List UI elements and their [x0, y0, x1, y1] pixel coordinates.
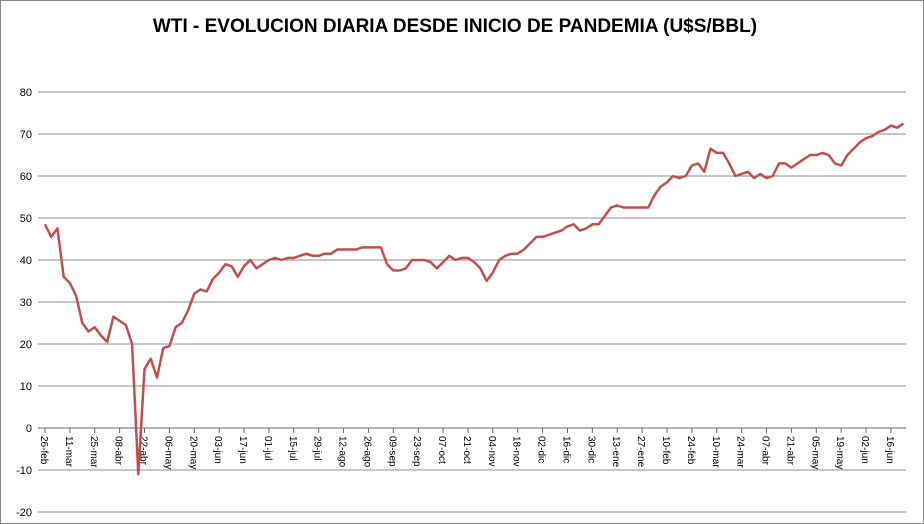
- y-tick-label: -20: [16, 507, 32, 519]
- x-tick-label: 27-ene: [635, 436, 646, 468]
- x-tick-label: 10-mar: [710, 436, 721, 468]
- y-tick-label: 80: [20, 87, 32, 99]
- x-tick-label: 17-jun: [237, 436, 248, 464]
- y-tick-label: 40: [20, 255, 32, 267]
- x-tick-label: 24-mar: [735, 436, 746, 468]
- y-tick-label: -10: [16, 465, 32, 477]
- x-tick-label: 25-mar: [88, 436, 99, 468]
- x-tick-label: 07-oct: [436, 436, 447, 464]
- x-tick-label: 18-nov: [511, 436, 522, 467]
- x-tick-label: 26-feb: [38, 436, 49, 465]
- x-tick-label: 30-dic: [585, 436, 596, 463]
- y-tick-label: 10: [20, 381, 32, 393]
- x-tick-label: 02-dic: [536, 436, 547, 463]
- x-tick-label: 03-jun: [212, 436, 223, 464]
- x-tick-label: 08-abr: [113, 436, 124, 466]
- x-tick-label: 20-may: [187, 436, 198, 469]
- x-tick-label: 11-mar: [63, 436, 74, 468]
- x-tick-label: 05-may: [809, 436, 820, 469]
- x-tick-label: 02-jun: [859, 436, 870, 464]
- x-tick-label: 29-jul: [312, 436, 323, 460]
- chart-title: WTI - EVOLUCION DIARIA DESDE INICIO DE P…: [153, 16, 757, 37]
- x-tick-label: 12-ago: [337, 436, 348, 468]
- x-tick-label: 15-jul: [287, 436, 298, 460]
- y-tick-label: 50: [20, 213, 32, 225]
- x-tick-label: 10-feb: [660, 436, 671, 465]
- y-tick-label: 60: [20, 171, 32, 183]
- x-tick-label: 07-abr: [760, 436, 771, 466]
- x-tick-label: 21-abr: [784, 436, 795, 466]
- data-line: [43, 122, 905, 476]
- x-tick-label: 06-may: [162, 436, 173, 469]
- y-tick-label: 30: [20, 297, 32, 309]
- x-tick-label: 22-abr: [138, 436, 149, 466]
- x-tick-label: 19-may: [834, 436, 845, 469]
- x-tick-label: 24-feb: [685, 436, 696, 465]
- y-tick-label: 0: [26, 423, 32, 435]
- x-tick-label: 26-ago: [361, 436, 372, 468]
- x-tick-label: 09-sep: [386, 436, 397, 467]
- x-tick-label: 23-sep: [411, 436, 422, 467]
- x-tick-label: 16-jun: [884, 436, 895, 464]
- y-tick-label: 20: [20, 339, 32, 351]
- x-tick-label: 16-dic: [560, 436, 571, 463]
- x-tick-label: 21-oct: [461, 436, 472, 464]
- y-tick-label: 70: [20, 129, 32, 141]
- x-tick-label: 01-jul: [262, 436, 273, 460]
- x-tick-label: 04-nov: [486, 436, 497, 467]
- x-tick-label: 13-ene: [610, 436, 621, 468]
